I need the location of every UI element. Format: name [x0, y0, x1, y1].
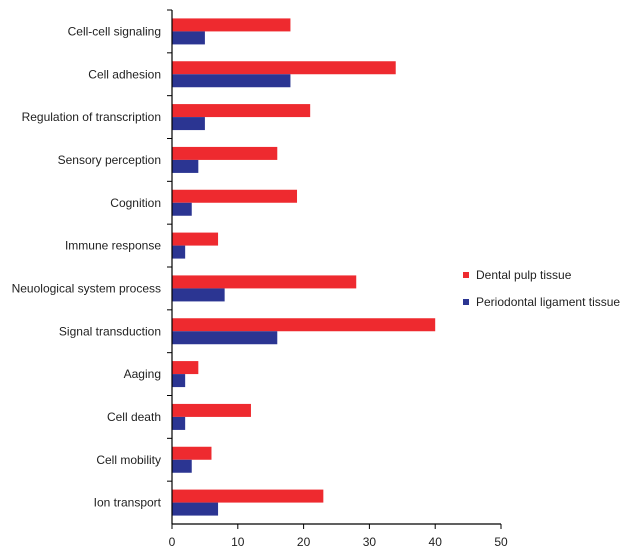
- category-label: Cell death: [107, 410, 161, 424]
- bar-periodontal-ligament-3: [172, 159, 199, 173]
- bar-periodontal-ligament-2: [172, 117, 205, 131]
- bar-dental-pulp-11: [172, 489, 324, 503]
- bar-periodontal-ligament-6: [172, 288, 225, 302]
- category-label: Cell adhesion: [88, 67, 161, 81]
- category-label: Ion transport: [94, 496, 162, 510]
- bar-dental-pulp-6: [172, 275, 357, 289]
- legend-label: Dental pulp tissue: [476, 268, 572, 282]
- bar-periodontal-ligament-7: [172, 331, 278, 345]
- bar-periodontal-ligament-8: [172, 374, 186, 388]
- bar-dental-pulp-4: [172, 189, 298, 203]
- bar-dental-pulp-0: [172, 18, 291, 32]
- bar-dental-pulp-10: [172, 446, 212, 460]
- bar-periodontal-ligament-5: [172, 245, 186, 259]
- category-label: Neuological system process: [12, 281, 161, 295]
- bar-periodontal-ligament-0: [172, 31, 205, 45]
- bar-periodontal-ligament-4: [172, 202, 192, 216]
- axes-layer: Cell-cell signaling Cell adhesion Regulati…: [12, 9, 508, 549]
- legend: Dental pulp tissue Periodontal ligament t…: [463, 268, 620, 309]
- legend-swatch-dental-pulp: [463, 272, 469, 278]
- category-label: Sensory perception: [58, 153, 161, 167]
- bar-dental-pulp-2: [172, 104, 311, 118]
- category-label: Signal transduction: [59, 324, 161, 338]
- x-tick-label: 20: [297, 535, 311, 549]
- x-tick-label: 40: [429, 535, 443, 549]
- x-tick-label: 50: [494, 535, 508, 549]
- category-label: Immune response: [65, 239, 161, 253]
- legend-swatch-periodontal-ligament: [463, 299, 469, 305]
- x-tick-label: 30: [363, 535, 377, 549]
- bar-periodontal-ligament-9: [172, 416, 186, 430]
- bar-dental-pulp-1: [172, 61, 396, 75]
- category-label: Regulation of transcription: [22, 110, 161, 124]
- category-label: Cell-cell signaling: [68, 24, 161, 38]
- legend-label: Periodontal ligament tissue: [476, 295, 620, 309]
- bar-dental-pulp-3: [172, 146, 278, 160]
- bar-periodontal-ligament-1: [172, 74, 291, 88]
- bar-dental-pulp-9: [172, 403, 251, 417]
- bar-periodontal-ligament-11: [172, 502, 219, 516]
- bar-periodontal-ligament-10: [172, 459, 192, 473]
- bar-dental-pulp-5: [172, 232, 219, 246]
- bar-dental-pulp-7: [172, 318, 436, 332]
- category-label: Cell mobility: [96, 453, 161, 467]
- category-label: Aaging: [124, 367, 161, 381]
- x-tick-label: 0: [169, 535, 176, 549]
- bars-layer: [172, 18, 436, 516]
- category-label: Cognition: [110, 196, 161, 210]
- bar-dental-pulp-8: [172, 361, 199, 375]
- x-tick-label: 10: [231, 535, 245, 549]
